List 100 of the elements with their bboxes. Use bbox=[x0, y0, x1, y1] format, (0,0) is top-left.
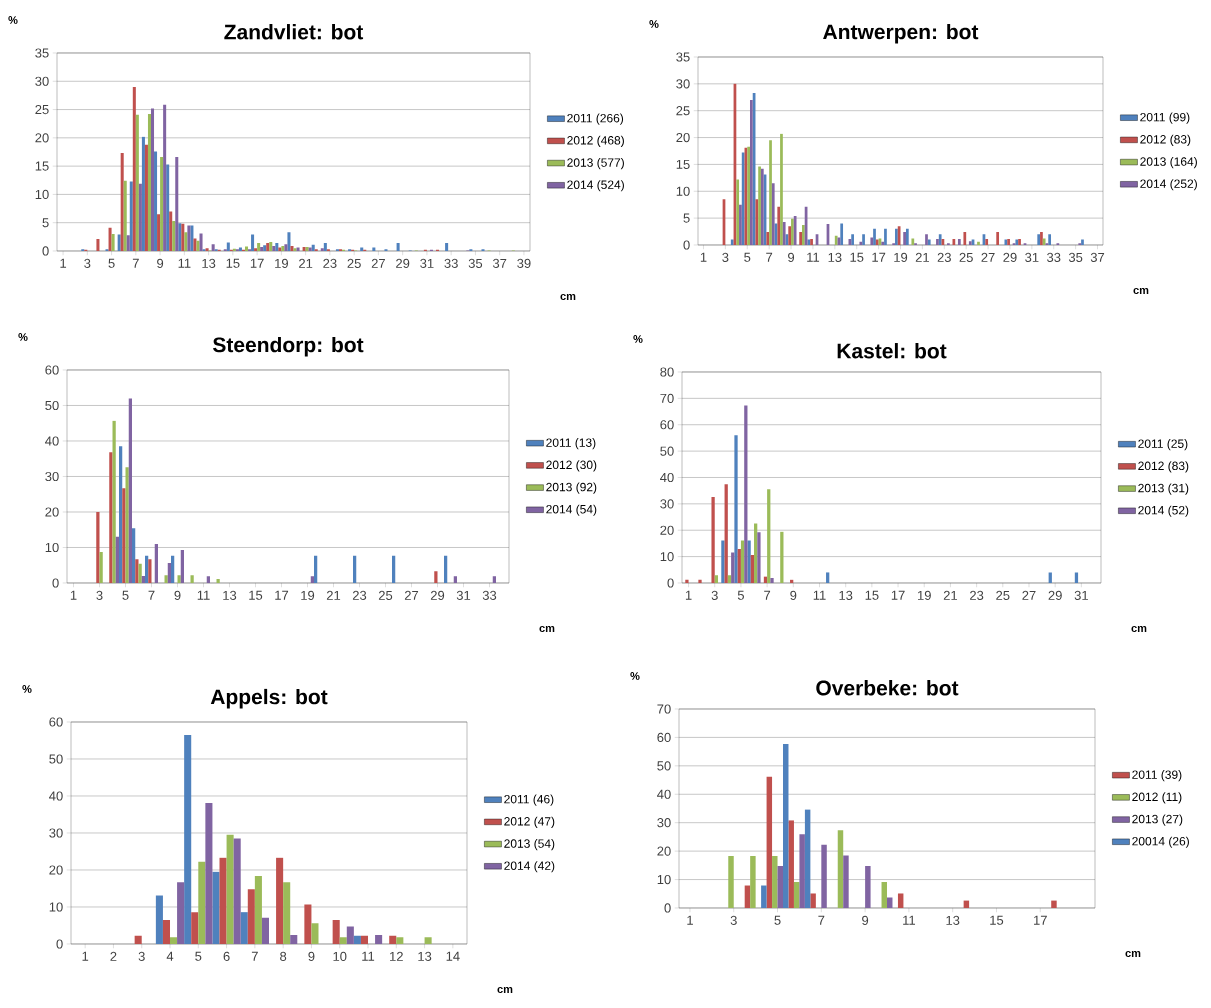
bar bbox=[96, 239, 100, 251]
bar bbox=[810, 893, 816, 908]
bar bbox=[184, 734, 192, 944]
legend-label: 2014 (42) bbox=[504, 861, 555, 873]
x-tick-label: 7 bbox=[148, 590, 155, 600]
bar bbox=[884, 228, 887, 245]
x-tick-label: 5 bbox=[122, 590, 129, 600]
bar bbox=[783, 743, 789, 908]
x-tick-label: 19 bbox=[275, 258, 288, 268]
x-tick-label: 15 bbox=[249, 590, 263, 600]
bar bbox=[903, 232, 906, 245]
y-tick-label: 60 bbox=[660, 420, 674, 430]
legend-label: 2013 (164) bbox=[1140, 156, 1197, 169]
bar bbox=[226, 242, 230, 251]
y-tick-label: 30 bbox=[676, 79, 690, 89]
bar bbox=[138, 183, 142, 251]
x-tick-label: 23 bbox=[970, 590, 984, 600]
y-tick-label: 30 bbox=[657, 818, 671, 828]
x-tick-label: 2 bbox=[110, 951, 117, 961]
bar bbox=[119, 446, 123, 583]
bar bbox=[434, 571, 438, 583]
bar bbox=[788, 820, 794, 908]
bar bbox=[862, 234, 865, 245]
bar bbox=[1048, 234, 1052, 245]
y-axis-title: % bbox=[630, 672, 640, 680]
bar bbox=[184, 232, 188, 251]
bar bbox=[444, 555, 448, 583]
bar bbox=[372, 247, 376, 251]
bar bbox=[120, 153, 124, 251]
bar bbox=[728, 855, 734, 908]
y-tick-label: 70 bbox=[657, 704, 671, 714]
bar bbox=[873, 228, 876, 245]
x-tick-label: 14 bbox=[446, 951, 460, 961]
x-tick-label: 9 bbox=[308, 951, 315, 961]
y-tick-label: 0 bbox=[683, 240, 690, 250]
bar bbox=[780, 133, 783, 245]
bar bbox=[163, 104, 167, 251]
bar bbox=[897, 893, 904, 908]
bar bbox=[453, 576, 457, 583]
bar bbox=[111, 234, 115, 251]
chart-title: Zandvliet: bot bbox=[224, 24, 364, 40]
bar bbox=[205, 803, 213, 944]
bar bbox=[741, 152, 745, 245]
y-tick-label: 60 bbox=[657, 732, 671, 743]
x-tick-label: 1 bbox=[70, 590, 77, 600]
bar bbox=[389, 935, 397, 944]
x-tick-label: 9 bbox=[862, 915, 869, 925]
bar bbox=[162, 919, 171, 944]
x-tick-label: 3 bbox=[138, 951, 145, 961]
bar bbox=[782, 221, 786, 245]
bar bbox=[396, 243, 400, 251]
y-tick-label: 30 bbox=[660, 499, 674, 509]
x-tick-label: 13 bbox=[839, 590, 853, 600]
bar bbox=[927, 239, 931, 245]
y-tick-label: 40 bbox=[45, 436, 59, 446]
bar bbox=[396, 937, 404, 944]
bar bbox=[287, 232, 291, 251]
bar bbox=[134, 935, 142, 944]
bar bbox=[99, 552, 103, 583]
bar bbox=[761, 885, 767, 908]
bar bbox=[310, 576, 314, 583]
bar bbox=[123, 180, 127, 251]
bar bbox=[859, 241, 863, 245]
bar bbox=[311, 923, 319, 944]
bar bbox=[957, 239, 961, 245]
bar bbox=[115, 536, 119, 583]
bar bbox=[226, 834, 234, 944]
y-tick-label: 50 bbox=[49, 754, 63, 764]
bar bbox=[177, 575, 181, 583]
bar bbox=[821, 844, 827, 908]
x-tick-label: 11 bbox=[362, 951, 375, 961]
x-tick-label: 19 bbox=[918, 590, 931, 600]
bar bbox=[216, 579, 220, 583]
legend-label: 2013 (31) bbox=[1138, 483, 1189, 495]
bar bbox=[977, 241, 980, 245]
bar bbox=[160, 157, 164, 251]
x-tick-label: 3 bbox=[722, 252, 729, 262]
x-tick-label: 31 bbox=[456, 590, 471, 600]
bar bbox=[154, 543, 158, 583]
bar bbox=[320, 248, 324, 251]
y-tick-label: 35 bbox=[676, 52, 690, 62]
bar bbox=[938, 234, 942, 245]
bar bbox=[780, 531, 784, 583]
y-tick-label: 60 bbox=[45, 365, 59, 375]
bar bbox=[346, 926, 354, 944]
chart-title: Kastel: bot bbox=[837, 343, 947, 359]
legend-label: 2012 (30) bbox=[546, 460, 597, 472]
x-tick-label: 29 bbox=[1048, 590, 1062, 600]
legend-label: 2014 (54) bbox=[546, 504, 597, 516]
x-tick-label: 31 bbox=[1025, 252, 1039, 262]
bar bbox=[790, 579, 794, 583]
bar bbox=[996, 232, 1000, 245]
x-tick-label: 21 bbox=[943, 590, 958, 600]
bar bbox=[314, 555, 318, 583]
x-tick-label: 35 bbox=[1068, 252, 1083, 262]
y-tick-label: 50 bbox=[660, 446, 674, 456]
bar bbox=[244, 246, 249, 251]
bar bbox=[167, 563, 171, 583]
bar bbox=[445, 243, 449, 251]
bar bbox=[963, 232, 967, 245]
